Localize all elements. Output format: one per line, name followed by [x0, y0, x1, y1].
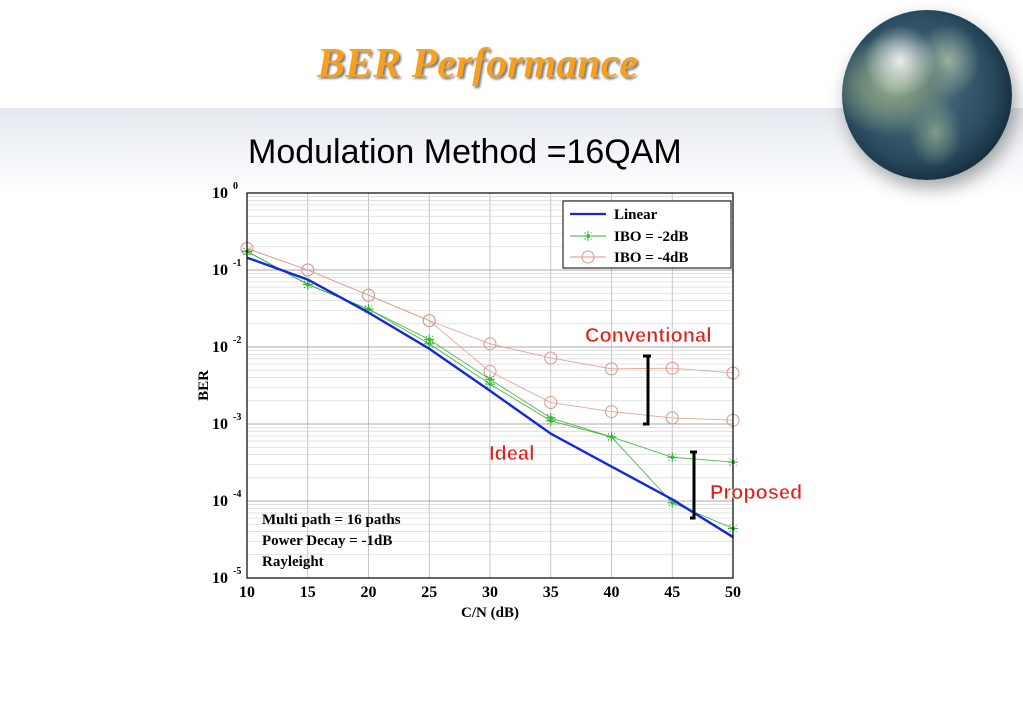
plot-frame	[246, 192, 734, 579]
x-tick-label: 35	[543, 584, 559, 601]
data-point-circle	[605, 362, 618, 376]
note-line-2: Power Decay = -1dB	[262, 533, 392, 549]
data-point-circle	[483, 337, 497, 351]
slide-title: BER Performance	[317, 41, 638, 87]
data-point-circle	[665, 411, 679, 425]
legend-label-linear: Linear	[614, 207, 658, 223]
annotation-conventional: Conventional	[585, 325, 712, 347]
data-point-star	[667, 452, 678, 463]
note-line-3: Rayleight	[262, 554, 324, 570]
x-tick-label: 40	[604, 584, 620, 601]
data-point-star	[302, 279, 313, 290]
y-tick-label: 10	[212, 570, 228, 587]
data-point-circle	[544, 396, 558, 410]
x-tick-label: 30	[482, 584, 498, 601]
data-point-circle	[422, 314, 436, 328]
y-tick-exponent: -3	[233, 412, 241, 423]
legend-swatch-ibo4	[570, 250, 606, 264]
data-point-circle	[665, 361, 679, 375]
y-tick-exponent: -2	[233, 335, 241, 346]
data-point-star	[424, 338, 435, 349]
y-tick-exponent: 0	[233, 181, 238, 192]
data-point-star	[606, 431, 617, 442]
series-0	[246, 256, 734, 539]
y-tick-exponent: -4	[233, 489, 241, 500]
legend: Linear IBO = -2dB IBO = -4dB	[562, 200, 732, 269]
annotation-ideal: Ideal	[489, 443, 535, 465]
y-tick-label: 10	[212, 339, 228, 356]
y-axis-label: BER	[196, 370, 212, 401]
series-line	[246, 248, 734, 421]
x-tick-label: 25	[421, 584, 437, 601]
y-tick-exponent: -1	[233, 258, 241, 269]
data-point-circle	[544, 351, 558, 365]
x-tick-label: 20	[361, 584, 377, 601]
y-tick-exponent: -5	[233, 566, 241, 577]
x-tick-label: 45	[664, 584, 680, 601]
series-layer	[240, 242, 740, 539]
bracket-conventional	[643, 354, 651, 426]
legend-label-ibo4: IBO = -4dB	[614, 250, 688, 266]
data-point-star	[485, 379, 495, 390]
y-tick-label: 10	[212, 493, 228, 510]
series-line	[246, 256, 734, 539]
slide-subtitle: Modulation Method =16QAM	[248, 133, 682, 171]
y-tick-label: 10	[212, 262, 228, 279]
data-point-circle	[605, 405, 618, 419]
x-tick-label: 50	[725, 584, 741, 601]
data-point-circle	[362, 288, 375, 302]
y-tick-label: 10	[212, 416, 228, 433]
x-tick-label: 10	[239, 584, 255, 601]
note-line-1: Multi path = 16 paths	[262, 512, 401, 528]
data-point-star	[545, 415, 556, 426]
y-tick-label: 10	[212, 185, 228, 202]
x-tick-label: 15	[300, 584, 316, 601]
globe-image	[842, 10, 1012, 180]
legend-label-ibo2: IBO = -2dB	[614, 229, 688, 245]
legend-swatch-ibo2	[570, 231, 606, 241]
bracket-proposed	[690, 450, 697, 520]
annotation-proposed: Proposed	[710, 482, 802, 504]
x-axis-label: C/N (dB)	[461, 605, 519, 621]
data-point-circle	[301, 263, 315, 277]
